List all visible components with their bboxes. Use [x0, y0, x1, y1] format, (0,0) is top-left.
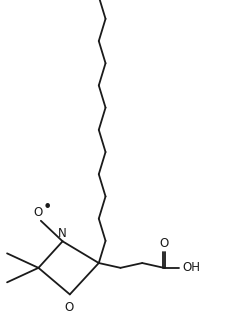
Text: O: O: [33, 206, 43, 219]
Text: OH: OH: [183, 261, 201, 274]
Text: O: O: [159, 237, 168, 250]
Text: •: •: [42, 200, 52, 215]
Text: O: O: [64, 301, 73, 314]
Text: N: N: [58, 227, 67, 240]
